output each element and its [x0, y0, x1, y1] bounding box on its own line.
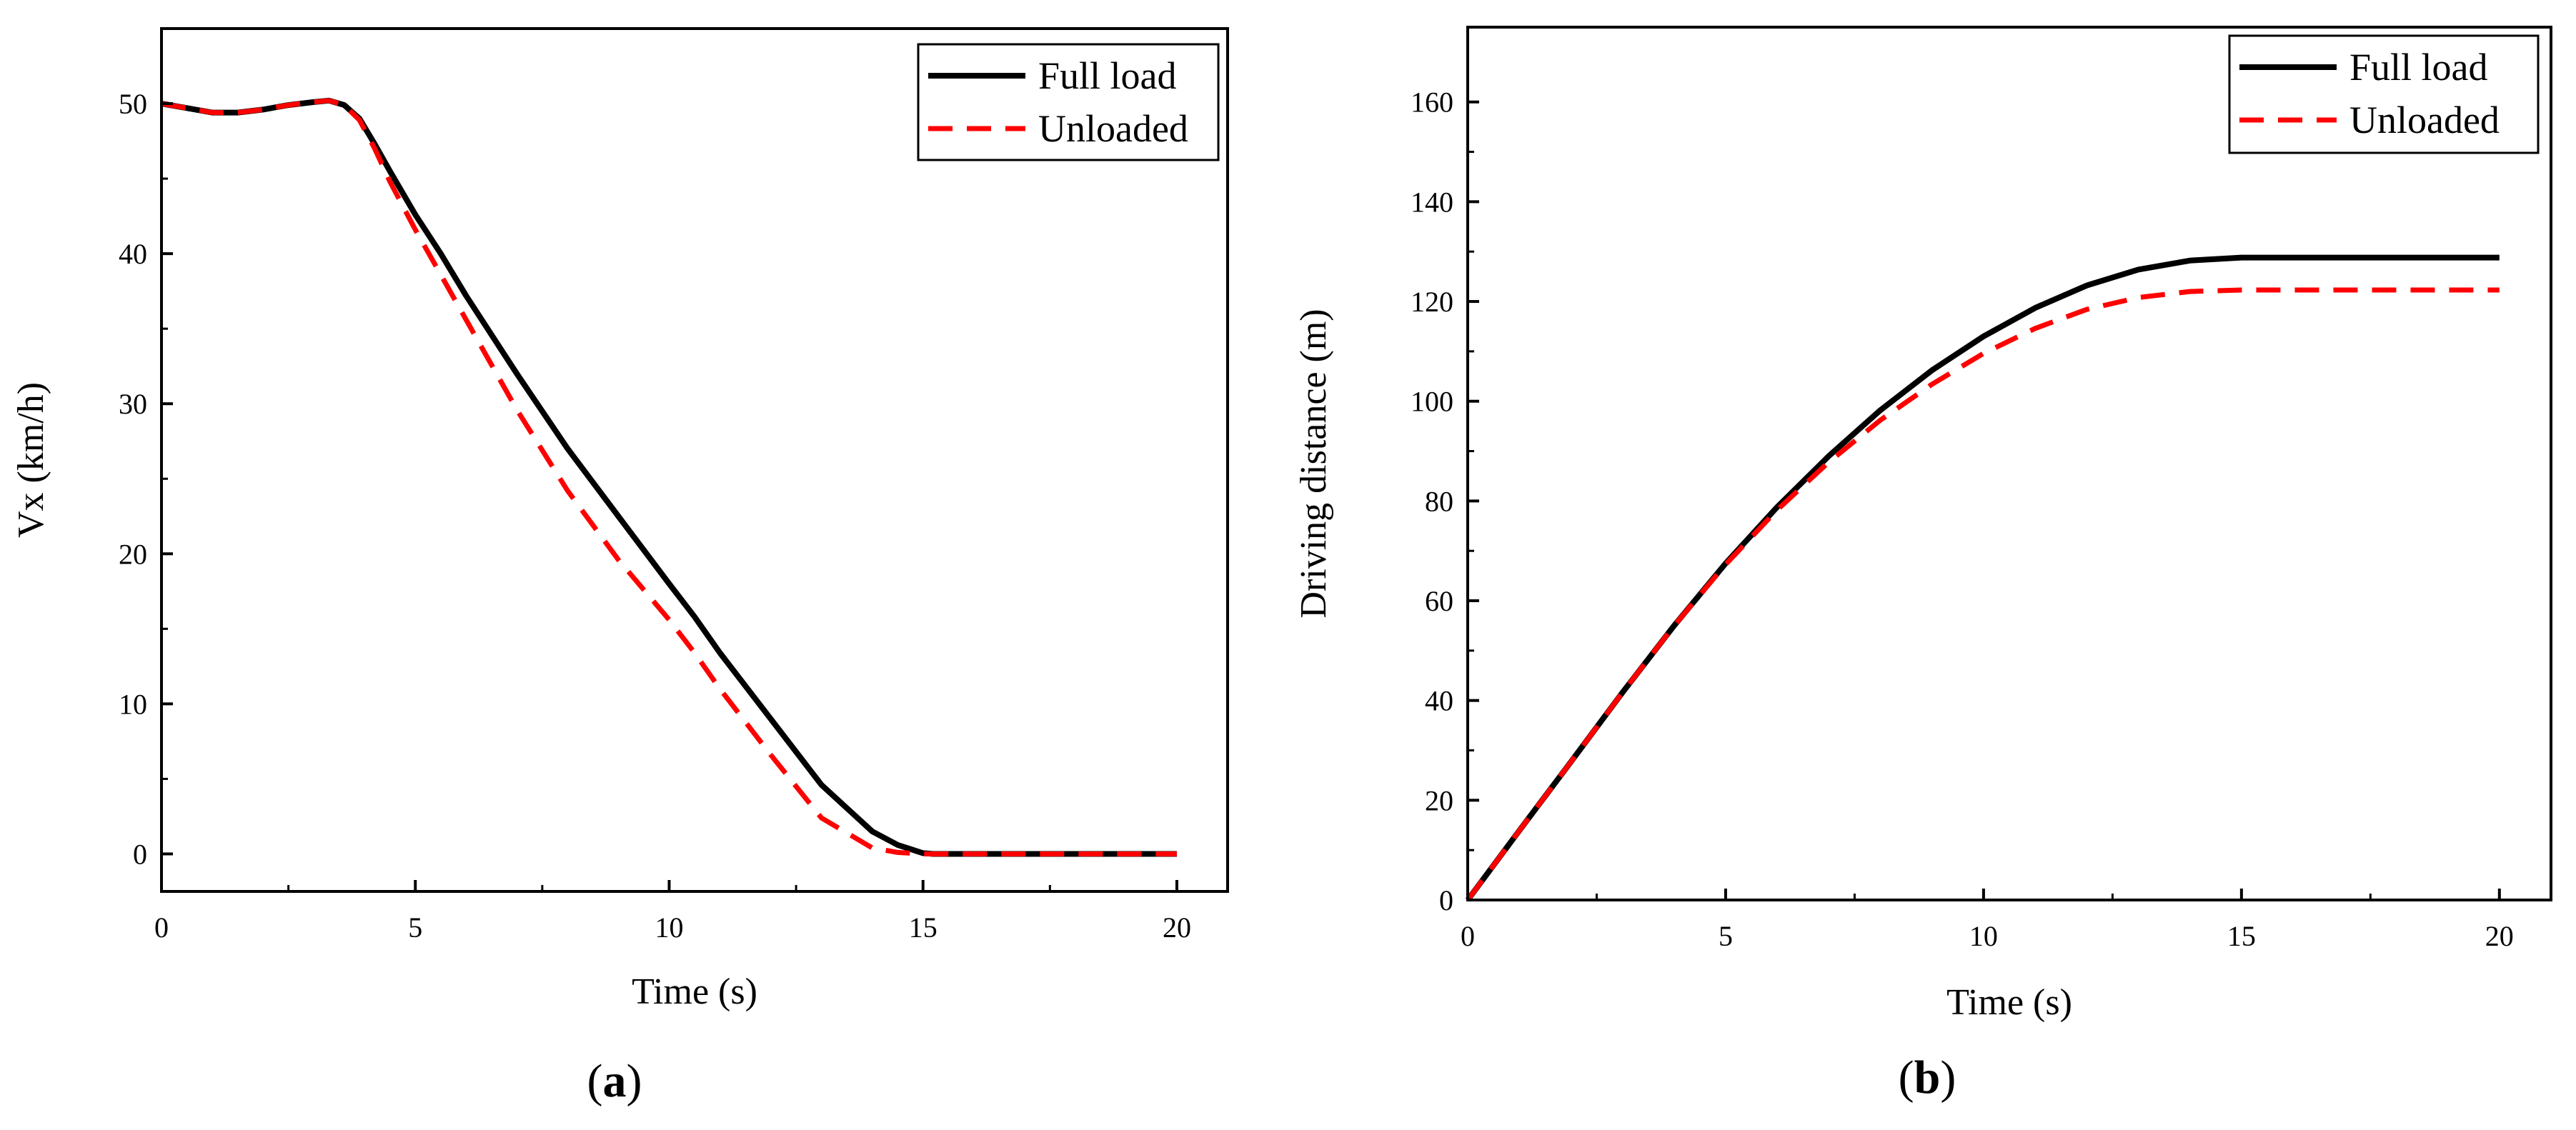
panel-b-series	[1465, 254, 2500, 902]
panel-a-label-letter: a	[603, 1055, 627, 1107]
panel-a-chart: 0 5 10 15 20 0 10 20 30 40 50 Time (s) Vx (km/h) F…	[11, 27, 1229, 1107]
panel-b-x-axis-title: Time (s)	[1946, 982, 2072, 1023]
panel-b-y-tick-label: 100	[1411, 386, 1453, 418]
panel-b-y-tick-label: 120	[1411, 286, 1453, 318]
panel-a-y-tick-label: 30	[119, 388, 147, 420]
panel-a-y-tick-label: 10	[119, 688, 147, 720]
panel-a-x-tick-label: 10	[655, 911, 683, 944]
panel-a-y-tick-label: 50	[119, 88, 147, 120]
panel-a-legend-label-unloaded: Unloaded	[1038, 107, 1188, 150]
panel-b-label-letter: b	[1914, 1051, 1941, 1104]
panel-a-legend-box	[917, 43, 1220, 161]
panel-b-x-tick-label: 15	[2227, 920, 2256, 952]
panel-b-y-tick-label: 60	[1425, 585, 1453, 617]
panel-b-y-tick-label: 140	[1411, 186, 1453, 218]
panel-b-frame	[1466, 26, 2552, 901]
panel-b-y-axis-title: Driving distance (m)	[1293, 309, 1334, 618]
panel-b-chart: 0 5 10 15 20 0 20 40 60 80 100 120 140 160 Time (s) D…	[1293, 26, 2552, 1104]
panel-a-y-tick-label: 40	[119, 238, 147, 270]
panel-b-y-tick-label: 0	[1439, 884, 1453, 916]
panel-a-legend-label-full-load: Full load	[1038, 54, 1177, 97]
panel-b-legend-box	[2228, 34, 2540, 154]
panel-b-y-tick-label: 20	[1425, 784, 1453, 816]
panel-a-frame	[160, 27, 1229, 893]
panel-a-y-tick-label: 20	[119, 538, 147, 570]
panel-b-legend-label-full-load: Full load	[2349, 46, 2488, 89]
panel-a-y-axis-title: Vx (km/h)	[11, 382, 51, 538]
panel-b-legend-label-unloaded: Unloaded	[2349, 99, 2500, 141]
panel-a-series-unloaded	[161, 98, 1177, 856]
panel-a-x-tick-label: 15	[909, 911, 938, 944]
panel-b-x-tick-label: 5	[1719, 920, 1733, 952]
panel-a-x-tick-label: 20	[1163, 911, 1191, 944]
panel-b-ticks: 0 5 10 15 20 0 20 40 60 80 100 120 140 160	[1411, 86, 2514, 952]
panel-b-x-tick-label: 0	[1461, 920, 1475, 952]
panel-a-x-tick-label: 5	[408, 911, 422, 944]
panel-b-legend: Full load Unloaded	[2228, 34, 2540, 154]
panel-b-label: (b)	[1899, 1051, 1956, 1104]
panel-a-x-tick-label: 0	[154, 911, 169, 944]
panel-a-y-tick-label: 0	[133, 838, 147, 870]
panel-a-x-axis-title: Time (s)	[632, 971, 757, 1012]
panel-b-x-tick-label: 10	[1969, 920, 1998, 952]
panel-a-label: (a)	[587, 1055, 642, 1107]
panel-b-y-tick-label: 160	[1411, 86, 1453, 119]
panel-b-series-unloaded	[1466, 287, 2500, 902]
panel-b-y-tick-label: 80	[1425, 485, 1453, 517]
panel-a-series	[161, 97, 1177, 857]
panel-a-legend: Full load Unloaded	[917, 43, 1220, 161]
panel-b-x-tick-label: 20	[2485, 920, 2514, 952]
panel-b-y-tick-label: 40	[1425, 685, 1453, 717]
panel-a-ticks: 0 5 10 15 20 0 10 20 30 40 50	[119, 88, 1191, 944]
